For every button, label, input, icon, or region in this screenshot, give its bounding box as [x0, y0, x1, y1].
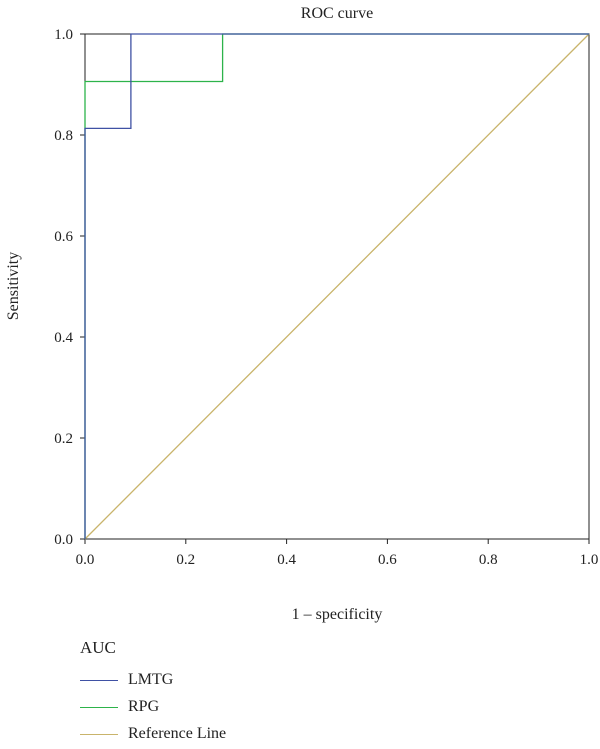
y-tick-label: 1.0 — [54, 27, 73, 43]
x-tick-label: 0.0 — [76, 552, 95, 568]
legend-item-rpg: RPG — [80, 697, 159, 717]
series-line-reference-line — [84, 33, 590, 540]
x-tick-label: 0.8 — [479, 552, 498, 568]
legend-title: AUC — [80, 638, 116, 657]
y-tick-label: 0.0 — [54, 532, 73, 548]
x-tick-label: 0.6 — [378, 552, 397, 568]
series-layer — [84, 33, 590, 540]
legend-swatch-lmtg — [80, 679, 118, 681]
legend-swatch-reference-line — [80, 733, 118, 735]
chart-title: ROC curve — [301, 5, 373, 22]
y-tick-label: 0.2 — [54, 431, 73, 447]
y-tick-label: 0.6 — [54, 229, 73, 245]
legend-label-lmtg: LMTG — [128, 671, 174, 688]
y-axis-title: Sensitivity — [5, 252, 22, 320]
legend-swatch-rpg — [80, 706, 118, 708]
y-tick-label: 0.8 — [54, 128, 73, 144]
y-tick-label: 0.4 — [54, 330, 73, 346]
legend-item-reference-line: Reference Line — [80, 724, 226, 744]
series-line-lmtg — [84, 33, 589, 539]
x-tick-label: 1.0 — [580, 552, 599, 568]
legend-label-rpg: RPG — [128, 698, 160, 715]
ticks-layer: 0.0 0.2 0.4 0.6 0.8 1.0 0.0 0.2 0.4 0.6 0.8 1.0 — [54, 27, 598, 568]
legend-label-reference-line: Reference Line — [128, 725, 227, 742]
x-tick-label: 0.2 — [176, 552, 195, 568]
legend-item-lmtg: LMTG — [80, 670, 173, 690]
x-axis-title: 1 – specificity — [292, 606, 383, 623]
x-tick-label: 0.4 — [277, 552, 296, 568]
